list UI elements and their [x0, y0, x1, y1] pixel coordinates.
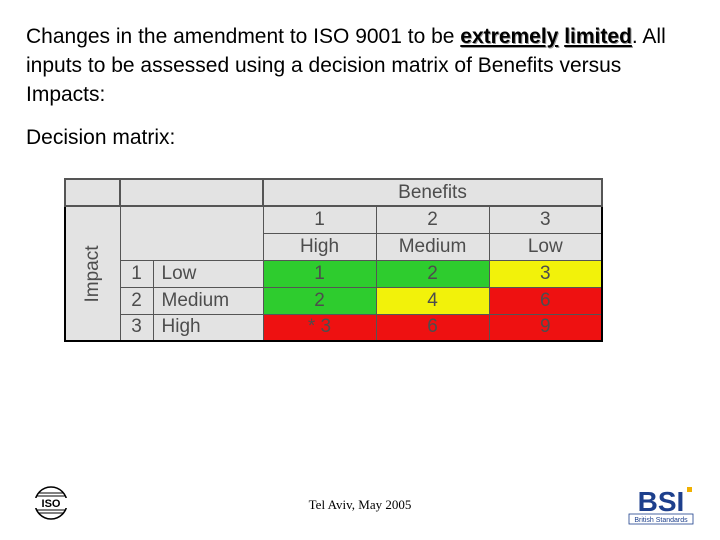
- matrix-cell: * 3: [262, 313, 377, 342]
- impact-header-cell: Impact: [64, 205, 121, 342]
- benefit-number-3: 3: [488, 205, 603, 234]
- impact-number-3: 3: [119, 313, 154, 342]
- iso-logo-text: ISO: [42, 498, 61, 510]
- impact-level-medium: Medium: [152, 286, 264, 315]
- matrix-cell: 9: [488, 313, 603, 342]
- blank-header-cell: [119, 205, 264, 261]
- benefit-level-low: Low: [488, 232, 603, 261]
- matrix-cell: 2: [262, 286, 377, 315]
- impact-header: Impact: [81, 244, 103, 303]
- benefit-number-1: 1: [262, 205, 377, 234]
- footer-text: Tel Aviv, May 2005: [308, 497, 412, 512]
- matrix-cell: 2: [375, 259, 490, 288]
- iso-logo: ISO: [32, 486, 70, 520]
- matrix-cell: 6: [375, 313, 490, 342]
- corner-cell: [64, 178, 121, 207]
- impact-number-1: 1: [119, 259, 154, 288]
- intro-text: Changes in the amendment to ISO 9001 to …: [26, 22, 696, 109]
- bsi-logo-subtext: British Standards: [634, 517, 688, 524]
- matrix-cell: 1: [262, 259, 377, 288]
- matrix-cell: 6: [488, 286, 603, 315]
- benefit-number-2: 2: [375, 205, 490, 234]
- intro-part1: Changes in the amendment to ISO 9001 to …: [26, 25, 461, 48]
- corner-cell-2: [119, 178, 264, 207]
- bsi-logo-text: BSI: [638, 486, 685, 517]
- matrix-label: Decision matrix:: [26, 126, 176, 149]
- impact-level-low: Low: [152, 259, 264, 288]
- impact-number-2: 2: [119, 286, 154, 315]
- benefit-level-high: High: [262, 232, 377, 261]
- benefit-level-medium: Medium: [375, 232, 490, 261]
- intro-emphasis-limited: limited: [564, 25, 632, 48]
- matrix-cell: 4: [375, 286, 490, 315]
- intro-emphasis-extremely: extremely: [460, 25, 559, 48]
- bsi-logo: BSI British Standards: [628, 486, 694, 525]
- impact-level-high: High: [152, 313, 264, 342]
- matrix-cell: 3: [488, 259, 603, 288]
- decision-matrix: Benefits Impact 1 2 3 High Medium Low 1 …: [64, 178, 604, 342]
- benefits-header: Benefits: [261, 178, 604, 207]
- intro-part2: . All inputs to be assessed using a deci…: [26, 25, 666, 106]
